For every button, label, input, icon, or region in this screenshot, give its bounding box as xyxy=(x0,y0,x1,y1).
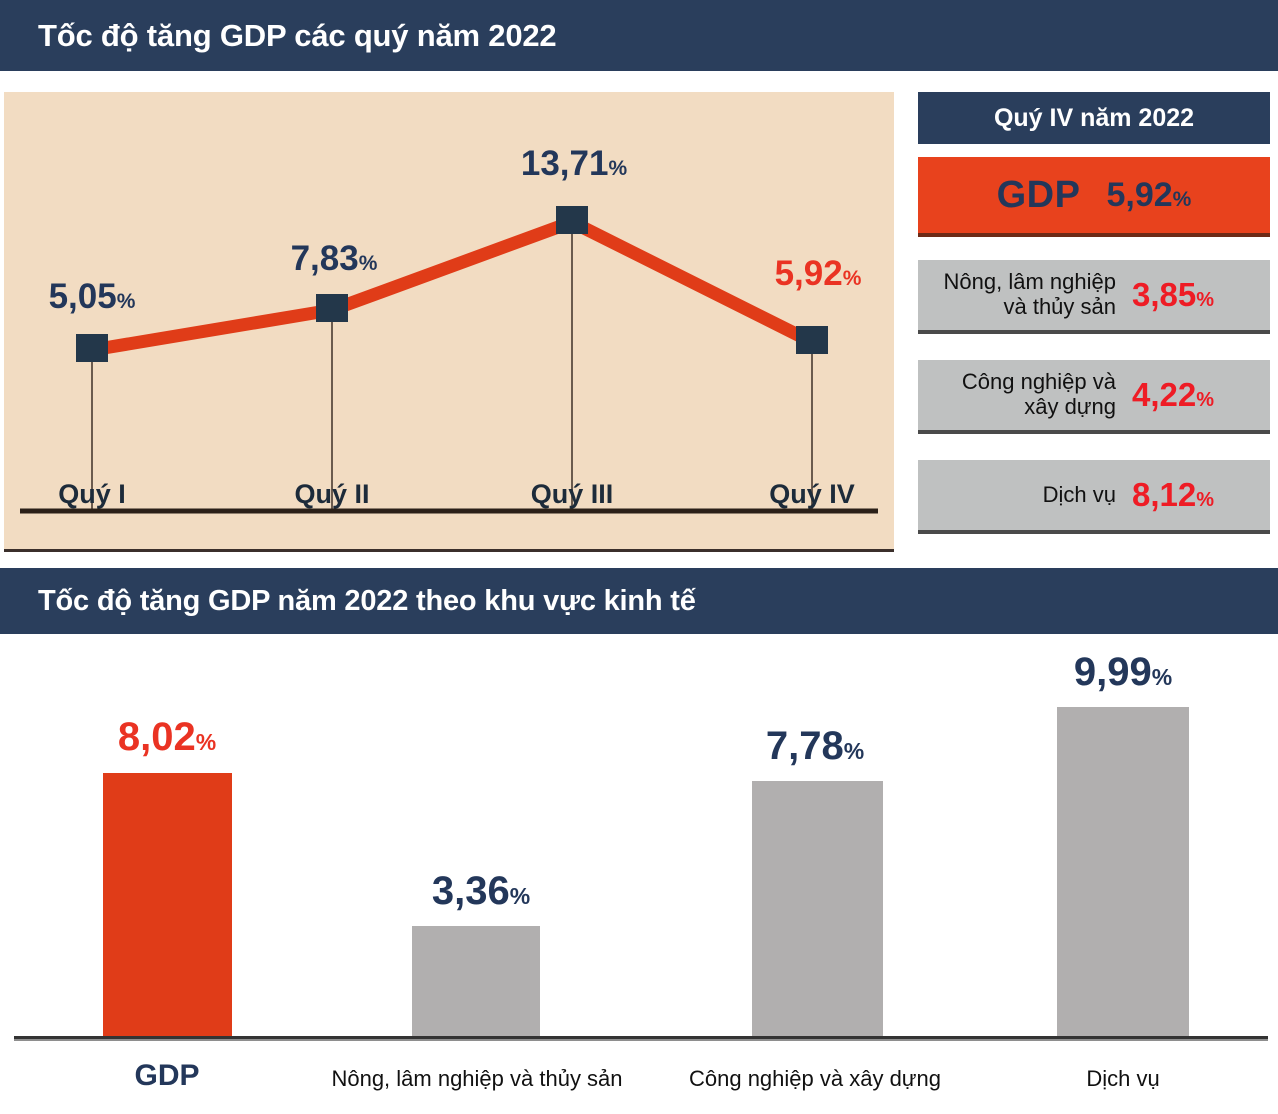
row-label-agriculture: Nông, lâm nghiệp và thủy sản xyxy=(943,269,1116,319)
section-title: Tốc độ tăng GDP năm 2022 theo khu vực ki… xyxy=(38,584,696,617)
value-label-q1: 5,05% xyxy=(48,277,136,316)
x-tick-q3: Quý III xyxy=(530,479,614,509)
row-value-gdp: 5,92% xyxy=(1106,175,1192,214)
top-title-bar: Tốc độ tăng GDP các quý năm 2022 xyxy=(0,0,1278,71)
value-label-q3: 13,71% xyxy=(520,144,628,183)
data-marker-q3 xyxy=(556,206,588,234)
data-marker-q1 xyxy=(76,334,108,362)
bar-gdp xyxy=(103,773,232,1036)
bar-services xyxy=(1057,707,1189,1036)
quarterly-line-chart: 5,05% 7,83% 13,71% 5,92% Quý I Quý II Qu… xyxy=(4,92,894,552)
bar-category-services: Dịch vụ xyxy=(1086,1066,1160,1091)
bar-agriculture xyxy=(412,926,540,1036)
table-header: Quý IV năm 2022 xyxy=(918,92,1270,144)
row-value-agriculture: 3,85% xyxy=(1132,276,1215,313)
quarter-summary-table: Quý IV năm 2022 GDP 5,92% Nông, lâm nghi… xyxy=(918,92,1274,552)
bar-value-gdp: 8,02% xyxy=(117,715,217,759)
table-row: GDP 5,92% xyxy=(918,157,1270,237)
bar-category-gdp: GDP xyxy=(134,1059,200,1092)
bar-industry xyxy=(752,781,883,1036)
x-tick-q2: Quý II xyxy=(294,479,370,509)
line-chart-svg xyxy=(20,206,878,514)
value-label-q4: 5,92% xyxy=(774,254,862,293)
bottom-title-bar: Tốc độ tăng GDP năm 2022 theo khu vực ki… xyxy=(0,568,1278,634)
table-row: Nông, lâm nghiệp và thủy sản 3,85% xyxy=(918,260,1270,334)
row-label-gdp: GDP xyxy=(996,173,1081,216)
table-row: Công nghiệp và xây dựng 4,22% xyxy=(918,360,1270,434)
data-marker-q2 xyxy=(316,294,348,322)
bar-value-industry: 7,78% xyxy=(765,724,865,768)
x-tick-q4: Quý IV xyxy=(769,479,855,509)
row-label-industry: Công nghiệp và xây dựng xyxy=(961,369,1116,419)
bar-category-industry: Công nghiệp và xây dựng xyxy=(688,1066,942,1091)
gdp-trend-line xyxy=(90,214,815,357)
page-title: Tốc độ tăng GDP các quý năm 2022 xyxy=(38,17,557,53)
value-label-q2: 7,83% xyxy=(290,239,378,278)
bar-baseline-axis xyxy=(14,1036,1268,1041)
table-row: Dịch vụ 8,12% xyxy=(918,460,1270,534)
data-marker-q4 xyxy=(796,326,828,354)
row-value-industry: 4,22% xyxy=(1132,376,1215,413)
row-label-services: Dịch vụ xyxy=(1042,481,1116,507)
bar-value-services: 9,99% xyxy=(1073,650,1173,694)
bar-category-agriculture: Nông, lâm nghiệp và thủy sản xyxy=(331,1066,623,1091)
row-value-services: 8,12% xyxy=(1132,476,1215,513)
bar-value-agriculture: 3,36% xyxy=(431,869,531,913)
sector-bar-chart: 8,02% 3,36% 7,78% 9,99% GDP Nông, lâm ng… xyxy=(0,634,1278,1114)
x-tick-q1: Quý I xyxy=(58,479,126,509)
